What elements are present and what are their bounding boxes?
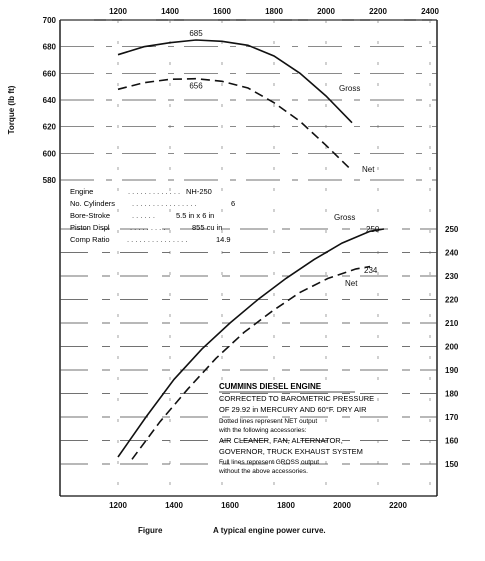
- rpm-bottom-tick-label: 1200: [109, 501, 127, 510]
- torque-axis-label: Torque (lb ft): [7, 85, 16, 134]
- rpm-top-tick-label: 1400: [161, 7, 179, 16]
- spec-label-engine: Engine: [70, 187, 93, 196]
- net-power-label: Net: [345, 279, 358, 288]
- spec-label-displ: Piston Displ: [70, 223, 110, 232]
- net-torque-label: Net: [362, 165, 375, 174]
- rpm-top-tick-label: 1200: [109, 7, 127, 16]
- peak-net-torque-label: 656: [189, 82, 203, 91]
- power-tick-label: 200: [445, 343, 459, 352]
- torque-tick-label: 620: [43, 123, 57, 132]
- notes-accessories-1: AIR CLEANER, FAN, ALTERNATOR,: [219, 436, 343, 445]
- spec-value-engine: NH-250: [186, 187, 212, 196]
- spec-label-cylinders: No. Cylinders: [70, 199, 115, 208]
- curve-labels: 685 656 Gross Net Gross 250 234 Net: [189, 29, 380, 288]
- spec-label-comp: Comp Ratio: [70, 235, 110, 244]
- figure-caption-text: A typical engine power curve.: [213, 526, 326, 535]
- power-tick-label: 150: [445, 460, 459, 469]
- grid-lines: [60, 19, 437, 496]
- power-tick-label: 220: [445, 296, 459, 305]
- power-tick-label: 210: [445, 319, 459, 328]
- spec-value-cylinders: 6: [231, 199, 235, 208]
- torque-tick-label: 660: [43, 69, 57, 78]
- spec-leader: . . . . . . . . . . . . . . . .: [132, 199, 197, 208]
- gross-power-label: Gross: [334, 213, 355, 222]
- power-tick-label: 170: [445, 413, 459, 422]
- torque-tick-label: 600: [43, 149, 57, 158]
- torque-net-curve: [117, 77, 353, 172]
- rpm-top-tick-label: 2400: [421, 7, 439, 16]
- spec-leader: . . . . . . . . . . . . .: [128, 187, 180, 196]
- rpm-top-tick-label: 2000: [317, 7, 335, 16]
- figure-label: Figure: [138, 526, 163, 535]
- torque-tick-label: 700: [43, 16, 57, 25]
- torque-tick-label: 580: [43, 176, 57, 185]
- spec-block: Engine NH-250 No. Cylinders 6 Bore-Strok…: [70, 187, 235, 244]
- engine-power-chart: 700 680 660 640 620 600 580 250 240 230 220 210 200 1…: [7, 7, 459, 510]
- notes-full: Full lines represent GROSS output: [219, 459, 319, 466]
- series-lines: [117, 39, 385, 460]
- peak-net-power-label: 234: [364, 266, 378, 275]
- spec-leader: . . . . . .: [132, 211, 155, 220]
- spec-value-comp: 14.9: [216, 235, 231, 244]
- notes-corrected-2: OF 29.92 in MERCURY AND 60°F. DRY AIR: [219, 405, 367, 414]
- notes-title: CUMMINS DIESEL ENGINE: [219, 382, 322, 391]
- rpm-top-tick-label: 1800: [265, 7, 283, 16]
- power-net-curve: [131, 265, 371, 460]
- notes-full-2: without the above accessories.: [218, 468, 308, 475]
- notes-block: CUMMINS DIESEL ENGINE CORRECTED TO BAROM…: [218, 382, 374, 475]
- spec-value-bore: 5.5 in x 6 in: [176, 211, 214, 220]
- rpm-bottom-tick-label: 1600: [221, 501, 239, 510]
- spec-value-displ: 855 cu in: [192, 223, 222, 232]
- peak-gross-torque-label: 685: [189, 29, 203, 38]
- notes-corrected: CORRECTED TO BAROMETRIC PRESSURE: [219, 394, 374, 403]
- rpm-bottom-tick-label: 1400: [165, 501, 183, 510]
- torque-tick-label: 640: [43, 96, 57, 105]
- power-tick-label: 250: [445, 225, 459, 234]
- gross-torque-label: Gross: [339, 84, 360, 93]
- torque-tick-label: 680: [43, 43, 57, 52]
- power-tick-label: 180: [445, 390, 459, 399]
- rpm-top-tick-label: 2200: [369, 7, 387, 16]
- power-tick-label: 230: [445, 272, 459, 281]
- power-tick-label: 160: [445, 437, 459, 446]
- power-tick-label: 190: [445, 366, 459, 375]
- notes-accessories-2: GOVERNOR, TRUCK EXHAUST SYSTEM: [219, 447, 363, 456]
- rpm-bottom-tick-label: 2000: [333, 501, 351, 510]
- power-gross-curve: [117, 228, 385, 458]
- spec-leader: . . . . . . . . . . . . . . .: [127, 235, 187, 244]
- notes-dotted-2: with the following accessories:: [218, 427, 307, 434]
- torque-gross-curve: [117, 39, 353, 124]
- spec-label-bore: Bore-Stroke: [70, 211, 110, 220]
- tick-labels: 700 680 660 640 620 600 580 250 240 230 220 210 200 1…: [43, 7, 459, 510]
- rpm-bottom-tick-label: 1800: [277, 501, 295, 510]
- peak-gross-power-label: 250: [366, 225, 380, 234]
- notes-dotted: Dotted lines represent NET output: [219, 418, 317, 425]
- power-tick-label: 240: [445, 249, 459, 258]
- rpm-bottom-tick-label: 2200: [389, 501, 407, 510]
- spec-leader: . . . . . . . . .: [130, 223, 165, 232]
- rpm-top-tick-label: 1600: [213, 7, 231, 16]
